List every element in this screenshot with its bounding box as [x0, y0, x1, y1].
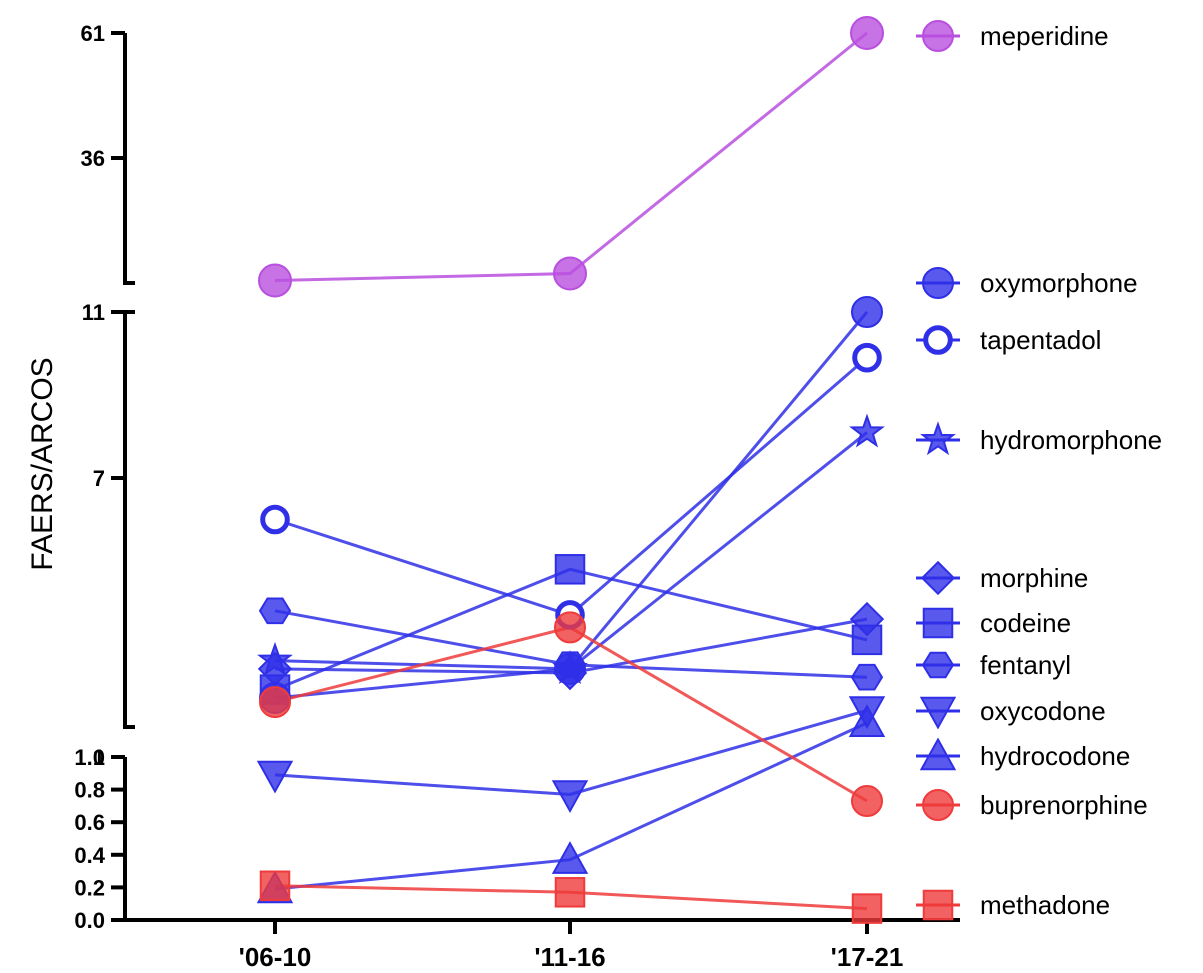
point-buprenorphine-0: [259, 686, 291, 719]
legend-label-morphine: morphine: [980, 563, 1088, 593]
legend-label-hydromorphone: hydromorphone: [980, 425, 1162, 455]
legend-item-tapentadol: tapentadol: [916, 325, 1101, 355]
y-tick-label: 7: [93, 466, 105, 491]
y-tick-label: 61: [81, 21, 105, 46]
point-hydrocodone-2: [848, 704, 886, 738]
legend-label-hydrocodone: hydrocodone: [980, 741, 1130, 771]
legend-marker-methadone: [922, 889, 954, 921]
legend-marker-hydromorphone: [920, 421, 956, 456]
point-methadone-2: [851, 893, 883, 924]
y-tick-label: 0.2: [74, 875, 105, 900]
legend-marker-oxycodone: [919, 696, 957, 730]
series-lines: [274, 31, 869, 911]
point-meperidine-1: [553, 256, 587, 291]
point-oxycodone-0: [256, 760, 294, 794]
point-buprenorphine-1: [554, 611, 586, 644]
point-hydrocodone-1: [551, 841, 589, 874]
legend-item-oxycodone: oxycodone: [916, 696, 1106, 730]
legend-label-oxymorphone: oxymorphone: [980, 268, 1138, 298]
legend-item-hydrocodone: hydrocodone: [916, 737, 1130, 771]
legend-item-methadone: methadone: [916, 889, 1110, 921]
legend-marker-morphine: [920, 560, 956, 596]
point-oxycodone-1: [551, 780, 589, 814]
legend-marker-codeine: [922, 607, 954, 639]
legend-item-morphine: morphine: [916, 560, 1088, 596]
x-tick-label: '17-21: [831, 942, 904, 972]
legend-item-buprenorphine: buprenorphine: [916, 789, 1148, 821]
point-methadone-1: [554, 877, 586, 908]
y-tick-label: 0.4: [74, 843, 105, 868]
legend-item-fentanyl: fentanyl: [916, 650, 1071, 680]
legend-label-oxycodone: oxycodone: [980, 696, 1106, 726]
legend-item-hydromorphone: hydromorphone: [916, 421, 1162, 456]
point-meperidine-0: [258, 263, 292, 298]
point-codeine-2: [851, 624, 883, 656]
legend-marker-tapentadol: [923, 325, 953, 355]
legend-marker-hydrocodone: [919, 737, 957, 771]
y-tick-label: 1.0: [74, 745, 105, 770]
x-tick-label: '11-16: [534, 942, 605, 972]
y-tick-label: 36: [81, 146, 105, 171]
x-tick-label: '06-10: [239, 942, 312, 972]
legend-marker-meperidine: [922, 20, 954, 52]
point-codeine-1: [554, 554, 586, 585]
point-tapentadol-0: [260, 504, 290, 535]
y-tick-label: 1: [93, 745, 105, 770]
point-hydromorphone-2: [849, 413, 885, 448]
legend-label-methadone: methadone: [980, 890, 1110, 920]
point-fentanyl-0: [258, 597, 292, 625]
point-meperidine-2: [850, 16, 884, 50]
legend-label-meperidine: meperidine: [980, 21, 1109, 51]
y-axis-title: FAERS/ARCOS: [26, 357, 59, 570]
y-tick-label: 11: [82, 300, 105, 325]
legend-marker-fentanyl: [921, 651, 955, 679]
legend-item-meperidine: meperidine: [916, 20, 1109, 52]
legend-label-fentanyl: fentanyl: [980, 650, 1071, 680]
point-methadone-0: [259, 870, 291, 902]
legend-marker-oxymorphone: [922, 267, 954, 299]
legend-label-tapentadol: tapentadol: [980, 325, 1101, 355]
legend-marker-buprenorphine: [922, 789, 954, 821]
legend-label-codeine: codeine: [980, 608, 1071, 638]
legend: meperidine oxymorphone tapentadol hydromorp…: [916, 20, 1162, 921]
legend-item-codeine: codeine: [916, 607, 1071, 639]
legend-label-buprenorphine: buprenorphine: [980, 790, 1148, 820]
series-points: [256, 16, 886, 924]
point-tapentadol-2: [852, 342, 882, 373]
y-tick-label: 0.0: [74, 908, 105, 933]
point-fentanyl-1: [553, 651, 587, 679]
point-fentanyl-2: [850, 663, 884, 691]
y-tick-label: 0.6: [74, 810, 105, 835]
point-oxymorphone-2: [851, 296, 883, 328]
point-buprenorphine-2: [851, 785, 883, 818]
y-tick-label: 0.8: [74, 778, 105, 803]
legend-item-oxymorphone: oxymorphone: [916, 267, 1138, 299]
series-line-meperidine: [274, 31, 868, 282]
